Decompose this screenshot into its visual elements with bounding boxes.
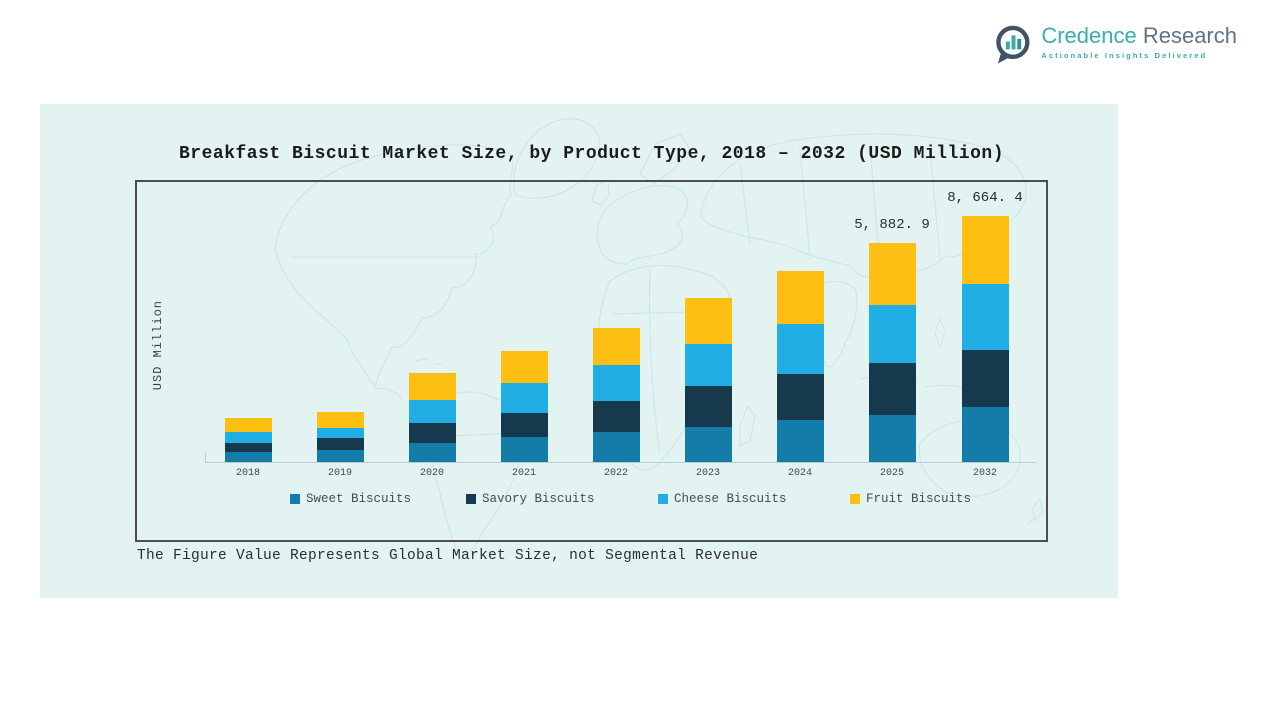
bar-segment-savory-biscuits xyxy=(408,423,456,444)
x-tick-2018: 2018 xyxy=(235,468,261,479)
bar-segment-fruit-biscuits xyxy=(592,328,640,366)
bar-2022 xyxy=(592,328,640,462)
bar-segment-savory-biscuits xyxy=(684,386,732,428)
bar-segment-fruit-biscuits xyxy=(500,351,548,383)
bar-segment-sweet-biscuits xyxy=(592,432,640,462)
bar-segment-sweet-biscuits xyxy=(868,415,916,462)
logo-brand-secondary: Research xyxy=(1136,23,1237,48)
bar-segment-sweet-biscuits xyxy=(961,407,1009,462)
chart-footnote: The Figure Value Represents Global Marke… xyxy=(137,548,759,564)
chart-frame: USD Million 2018 2019 2020 2021 2022 2023 2024… xyxy=(135,180,1048,542)
bar-segment-fruit-biscuits xyxy=(408,373,456,401)
bar-2019 xyxy=(316,412,364,462)
x-tick-2021: 2021 xyxy=(511,468,537,479)
plot-area: 2018 2019 2020 2021 2022 2023 2024 2025 5, 882. … xyxy=(137,182,1046,540)
logo-tagline: Actionable Insights Delivered xyxy=(1041,51,1208,60)
bar-segment-cheese-biscuits xyxy=(961,284,1009,350)
bar-segment-cheese-biscuits xyxy=(776,324,824,375)
x-tick-2023: 2023 xyxy=(695,468,721,479)
bar-2023 xyxy=(684,298,732,462)
bar-2018 xyxy=(224,418,272,462)
logo-brand-primary: Credence xyxy=(1041,23,1137,48)
bar-segment-savory-biscuits xyxy=(776,374,824,421)
bar-segment-sweet-biscuits xyxy=(224,452,272,462)
bar-segment-cheese-biscuits xyxy=(316,428,364,439)
bar-segment-fruit-biscuits xyxy=(316,412,364,429)
x-tick-2019: 2019 xyxy=(327,468,353,479)
bar-2025 xyxy=(868,243,916,462)
chart-panel: Breakfast Biscuit Market Size, by Produc… xyxy=(40,104,1118,598)
x-tick-2022: 2022 xyxy=(603,468,629,479)
bar-2032 xyxy=(961,216,1009,462)
bar-segment-sweet-biscuits xyxy=(316,450,364,462)
credence-research-logo: Credence Research Actionable Insights De… xyxy=(991,24,1237,71)
bar-value-label-2032: 8, 664. 4 xyxy=(947,190,1023,206)
logo-wordmark: Credence Research xyxy=(1041,24,1237,48)
bar-segment-savory-biscuits xyxy=(961,350,1009,407)
x-tick-2032: 2032 xyxy=(972,468,998,479)
bar-segment-fruit-biscuits xyxy=(776,271,824,325)
bar-segment-sweet-biscuits xyxy=(408,443,456,462)
bar-2021 xyxy=(500,351,548,462)
bar-segment-cheese-biscuits xyxy=(592,365,640,401)
bar-segment-savory-biscuits xyxy=(500,413,548,438)
bar-segment-savory-biscuits xyxy=(316,438,364,451)
bar-segment-savory-biscuits xyxy=(224,443,272,452)
chart-title: Breakfast Biscuit Market Size, by Produc… xyxy=(178,144,1005,164)
x-axis-line xyxy=(205,462,1036,463)
bar-segment-cheese-biscuits xyxy=(868,305,916,363)
x-tick-2025: 2025 xyxy=(879,468,905,479)
bar-segment-cheese-biscuits xyxy=(684,344,732,387)
x-tick-2020: 2020 xyxy=(419,468,445,479)
bar-chart-speech-bubble-icon xyxy=(991,24,1033,71)
bar-segment-sweet-biscuits xyxy=(500,437,548,462)
bar-2024 xyxy=(776,271,824,462)
bar-segment-sweet-biscuits xyxy=(776,420,824,462)
bar-segment-fruit-biscuits xyxy=(684,298,732,345)
bar-segment-savory-biscuits xyxy=(868,363,916,415)
x-tick-2024: 2024 xyxy=(787,468,813,479)
bar-segment-cheese-biscuits xyxy=(408,400,456,424)
bar-2020 xyxy=(408,373,456,462)
bar-segment-cheese-biscuits xyxy=(500,383,548,413)
bar-segment-fruit-biscuits xyxy=(961,216,1009,284)
bar-value-label-2025: 5, 882. 9 xyxy=(854,217,930,233)
bar-segment-sweet-biscuits xyxy=(684,427,732,462)
bar-segment-savory-biscuits xyxy=(592,401,640,432)
bar-segment-fruit-biscuits xyxy=(868,243,916,306)
y-axis-stub xyxy=(205,452,206,462)
bar-segment-cheese-biscuits xyxy=(224,432,272,443)
bar-segment-fruit-biscuits xyxy=(224,418,272,433)
